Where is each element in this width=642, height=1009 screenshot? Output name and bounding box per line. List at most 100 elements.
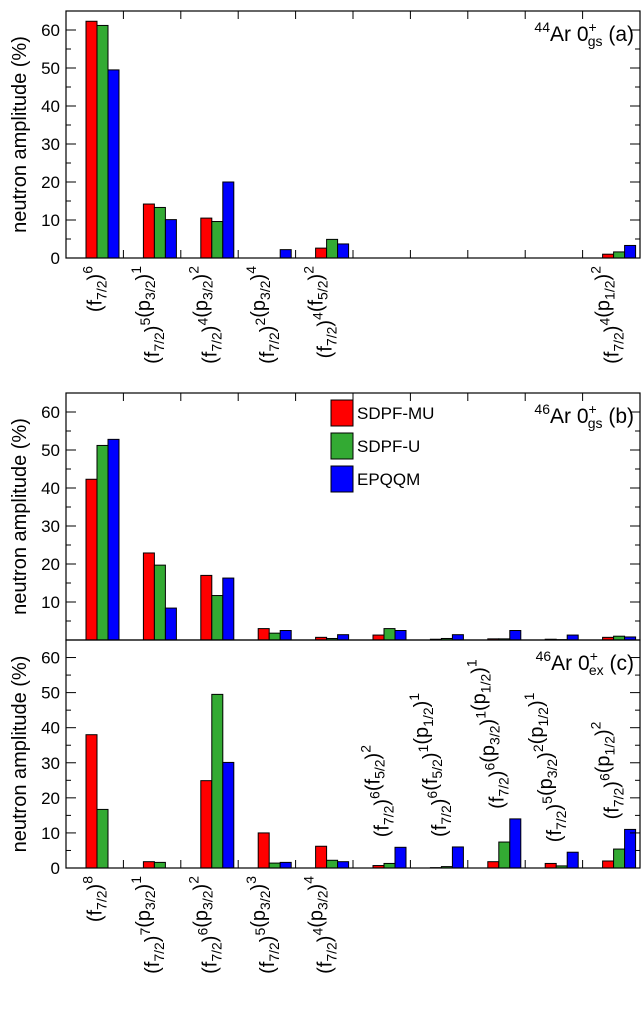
bar-a-epqqm-4	[337, 243, 350, 259]
y-tick-label-b: 40	[41, 479, 60, 498]
bar-a-sdpf-mu-2	[200, 217, 213, 259]
y-tick-label-b: 20	[41, 555, 60, 574]
y-tick-label-b: 30	[41, 517, 60, 536]
y-tick-label-c: 0	[51, 859, 60, 878]
bar-a-sdpf-u-9	[613, 251, 626, 259]
y-tick-label-a: 10	[41, 211, 60, 230]
bar-a-sdpf-u-0	[96, 24, 109, 259]
bar-a-epqqm-3	[279, 249, 292, 259]
y-tick-label-b: 10	[41, 593, 60, 612]
y-tick-label-a: 20	[41, 173, 60, 192]
bar-c-epqqm-9	[624, 828, 637, 869]
x-category-label-a-3: (f7/2)2(p3/2)4	[243, 266, 282, 364]
bar-c-sdpf-u-3	[268, 862, 281, 869]
bar-b-sdpf-mu-1	[142, 552, 155, 641]
y-tick-label-c: 10	[41, 824, 60, 843]
bar-c-sdpf-u-9	[613, 848, 626, 869]
bar-b-sdpf-u-0	[96, 444, 109, 641]
x-category-label-c-4: (f7/2)4(p3/2)4	[300, 876, 339, 974]
bar-c-epqqm-5	[394, 846, 407, 869]
bar-c-sdpf-mu-2	[200, 780, 213, 869]
y-tick-label-a: 50	[41, 59, 60, 78]
bar-b-sdpf-u-2	[211, 595, 224, 641]
x-category-label-c-8: (f7/2)5(p3/2)2(p1/2)1	[521, 692, 569, 842]
legend-swatch-epqqm	[330, 465, 354, 493]
y-tick-label-a: 30	[41, 135, 60, 154]
bar-c-sdpf-u-1	[153, 861, 166, 869]
legend-label-epqqm: EPQQM	[357, 470, 420, 489]
y-tick-label-c: 50	[41, 684, 60, 703]
panel-c: 0 10 20 30 40 50 60 neutron amplitude (%) 46Ar 0…	[9, 639, 641, 878]
bar-c-sdpf-mu-1	[142, 861, 155, 869]
bar-a-sdpf-u-4	[326, 238, 339, 259]
y-tick-label-a: 0	[51, 249, 60, 268]
bar-b-epqqm-0	[107, 438, 120, 641]
legend: SDPF-MU SDPF-U EPQQM	[330, 399, 434, 493]
bar-a-sdpf-mu-1	[142, 203, 155, 259]
bar-a-epqqm-0	[107, 69, 120, 259]
x-category-label-c-9: (f7/2)6(p1/2)2	[587, 721, 626, 819]
bar-a-epqqm-9	[624, 244, 637, 259]
bar-a-epqqm-2	[222, 181, 235, 259]
bar-a-sdpf-u-2	[211, 221, 224, 259]
legend-label-sdpf-mu: SDPF-MU	[357, 404, 434, 423]
bar-a-sdpf-mu-4	[315, 247, 328, 259]
y-axis-label-b: neutron amplitude (%)	[9, 418, 31, 615]
x-category-label-a-4: (f7/2)4(f5/2)2	[300, 266, 339, 359]
x-category-label-c-0: (f7/2)8	[80, 876, 110, 922]
x-category-label-c-6: (f7/2)6(f5/2)1(p1/2)1	[406, 693, 454, 837]
bar-a-sdpf-u-1	[153, 206, 166, 259]
bar-b-sdpf-u-3	[268, 632, 281, 641]
bar-b-epqqm-2	[222, 577, 235, 641]
bar-b-sdpf-u-5	[383, 628, 396, 641]
bar-c-sdpf-mu-7	[487, 861, 500, 869]
bar-a-sdpf-mu-0	[85, 20, 98, 259]
bar-c-sdpf-u-2	[211, 693, 224, 869]
nucleus-label-c: 46Ar 0+ ex (c)	[536, 648, 634, 678]
nucleus-label-b: 46Ar 0+ gs (b)	[534, 401, 634, 431]
x-category-label-c-3: (f7/2)5(p3/2)3	[243, 876, 282, 974]
bar-c-epqqm-8	[566, 851, 579, 869]
y-tick-label-c: 20	[41, 789, 60, 808]
x-category-label-a-2: (f7/2)4(p3/2)2	[186, 266, 225, 364]
panel-b: 10 20 30 40 50 60 neutron amplitude (%) 46Ar 0+…	[9, 392, 641, 641]
bar-b-sdpf-mu-0	[85, 478, 98, 641]
x-category-label-a-9: (f7/2)4(p1/2)2	[587, 266, 626, 364]
y-tick-label-c: 60	[41, 649, 60, 668]
bar-c-sdpf-u-4	[326, 859, 339, 869]
bar-c-sdpf-mu-0	[85, 734, 98, 869]
y-tick-label-b: 60	[41, 403, 60, 422]
x-category-label-c-2: (f7/2)6(p3/2)2	[186, 876, 225, 974]
bar-b-epqqm-7	[509, 630, 522, 641]
y-tick-label-a: 60	[41, 21, 60, 40]
y-axis-label-a: neutron amplitude (%)	[9, 36, 31, 233]
legend-swatch-sdpf-u	[330, 432, 354, 460]
bar-b-sdpf-mu-2	[200, 574, 213, 641]
bar-c-epqqm-2	[222, 761, 235, 869]
legend-label-sdpf-u: SDPF-U	[357, 437, 420, 456]
y-axis-label-c: neutron amplitude (%)	[9, 656, 31, 853]
nucleus-label-a: 44Ar 0+ gs (a)	[534, 19, 634, 49]
bar-c-epqqm-4	[337, 861, 350, 869]
bar-b-epqqm-5	[394, 630, 407, 641]
bar-b-epqqm-4	[337, 634, 350, 641]
bar-b-sdpf-u-1	[153, 564, 166, 641]
x-category-label-c-7: (f7/2)6(p3/2)1(p1/2)1	[464, 659, 512, 809]
legend-swatch-sdpf-mu	[330, 399, 354, 427]
bar-c-sdpf-mu-4	[315, 845, 328, 869]
bar-b-sdpf-mu-5	[372, 634, 385, 641]
bar-b-epqqm-8	[566, 634, 579, 641]
bar-c-sdpf-mu-9	[602, 860, 615, 869]
bar-b-epqqm-3	[279, 630, 292, 641]
bar-c-sdpf-u-7	[498, 841, 511, 869]
x-category-label-c-1: (f7/2)7(p3/2)1	[128, 876, 167, 974]
bar-c-epqqm-3	[279, 861, 292, 869]
bar-c-epqqm-6	[451, 846, 464, 869]
y-tick-label-c: 30	[41, 754, 60, 773]
y-tick-label-b: 50	[41, 441, 60, 460]
bar-c-sdpf-mu-3	[257, 832, 270, 869]
x-category-label-c-5: (f7/2)6(f5/2)2	[358, 745, 397, 838]
bar-b-epqqm-6	[451, 634, 464, 641]
bar-a-epqqm-1	[164, 219, 177, 259]
x-category-label-a-0: (f7/2)6	[80, 266, 110, 312]
